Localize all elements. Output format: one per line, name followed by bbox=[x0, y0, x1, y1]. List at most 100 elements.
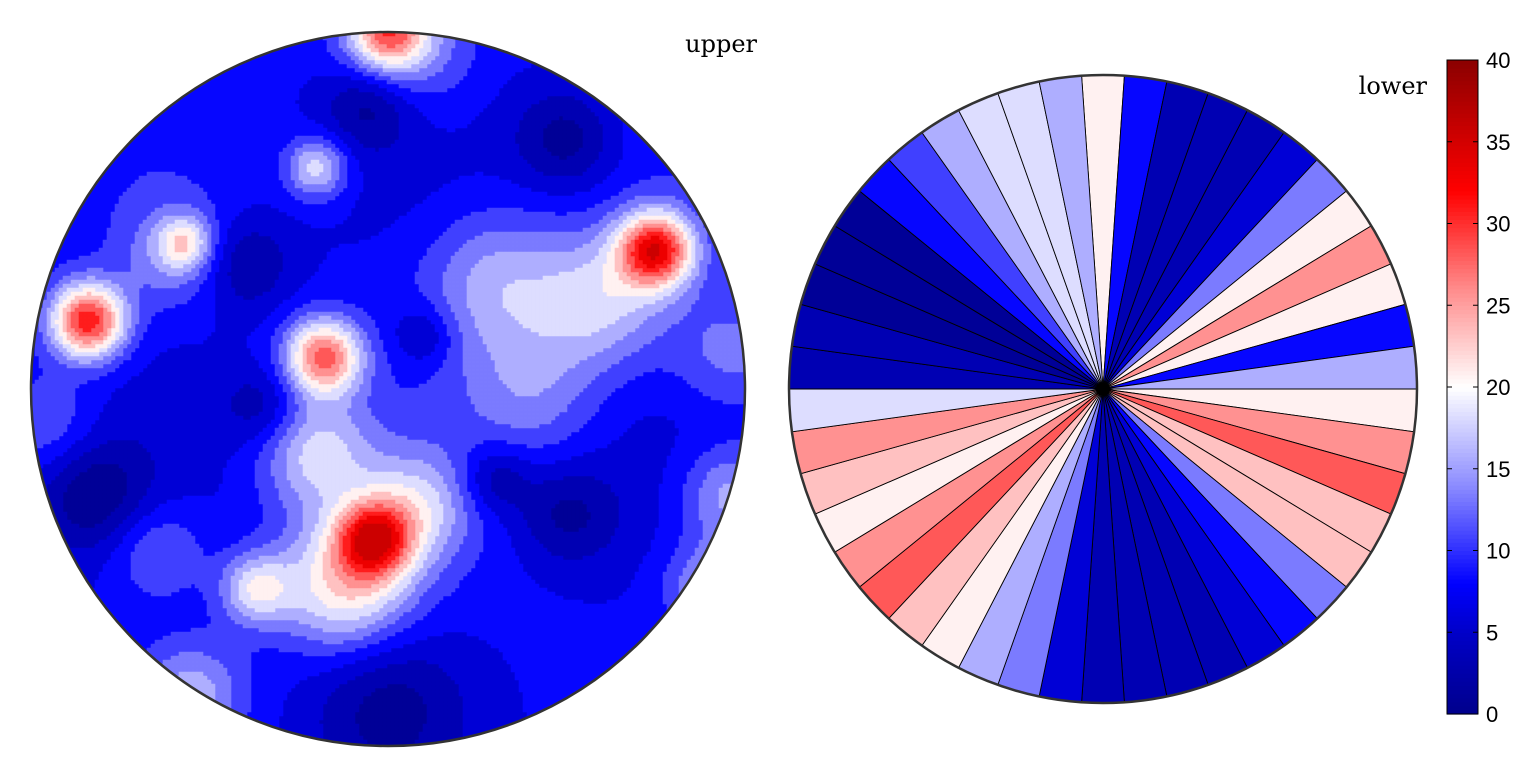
colorbar-segment bbox=[1447, 660, 1478, 666]
colorbar-segment bbox=[1447, 149, 1478, 155]
colorbar-segment bbox=[1447, 652, 1478, 658]
upper-panel-label: upper bbox=[685, 30, 757, 58]
colorbar-segment bbox=[1447, 170, 1478, 176]
colorbar-segment bbox=[1447, 648, 1478, 654]
colorbar-segment bbox=[1447, 550, 1478, 556]
colorbar-segment bbox=[1447, 239, 1478, 245]
colorbar-segment bbox=[1447, 182, 1478, 188]
colorbar-segment bbox=[1447, 186, 1478, 192]
colorbar-segment bbox=[1447, 399, 1478, 404]
colorbar-segment bbox=[1447, 129, 1478, 135]
colorbar-segment bbox=[1447, 215, 1478, 221]
colorbar-segment bbox=[1447, 636, 1478, 642]
colorbar-segment bbox=[1447, 305, 1478, 310]
colorbar-segment bbox=[1447, 374, 1478, 380]
colorbar-segment bbox=[1447, 501, 1478, 507]
colorbar-segment bbox=[1447, 664, 1478, 670]
colorbar-segment bbox=[1447, 227, 1478, 233]
colorbar-segment bbox=[1447, 677, 1478, 682]
colorbar-segment bbox=[1447, 68, 1478, 73]
colorbar-segment bbox=[1447, 444, 1478, 449]
colorbar-segment bbox=[1447, 337, 1478, 343]
colorbar-segment bbox=[1447, 84, 1478, 90]
upper-disc: upper bbox=[29, 30, 758, 748]
colorbar-segment bbox=[1447, 366, 1478, 372]
colorbar-segment bbox=[1447, 497, 1478, 503]
colorbar-segment bbox=[1447, 431, 1478, 437]
colorbar-segment bbox=[1447, 284, 1478, 290]
colorbar-segment bbox=[1447, 476, 1478, 482]
colorbar-segment bbox=[1447, 530, 1478, 535]
colorbar-segment bbox=[1447, 76, 1478, 82]
colorbar-segment bbox=[1447, 280, 1478, 286]
colorbar-segment bbox=[1447, 64, 1478, 69]
colorbar-segment bbox=[1447, 628, 1478, 633]
colorbar-segment bbox=[1447, 317, 1478, 323]
colorbar-segment bbox=[1447, 382, 1478, 388]
colorbar-tick-label: 20 bbox=[1486, 375, 1510, 400]
colorbar-segment bbox=[1447, 485, 1478, 490]
lower-disc-outline bbox=[787, 73, 1419, 705]
colorbar-segment bbox=[1447, 525, 1478, 531]
colorbar-segment bbox=[1447, 566, 1478, 572]
colorbar-segment bbox=[1447, 354, 1478, 359]
colorbar-segment bbox=[1447, 395, 1478, 400]
colorbar-segment bbox=[1447, 575, 1478, 580]
colorbar-segment bbox=[1447, 137, 1478, 143]
colorbar-segment bbox=[1447, 72, 1478, 77]
colorbar-segment bbox=[1447, 154, 1478, 159]
colorbar-segment bbox=[1447, 607, 1478, 613]
upper-contour-band bbox=[31, 32, 745, 725]
colorbar-segment bbox=[1447, 121, 1478, 126]
colorbar-segment bbox=[1447, 513, 1478, 519]
colorbar-segment bbox=[1447, 362, 1478, 368]
colorbar-segment bbox=[1447, 615, 1478, 621]
colorbar-segment bbox=[1447, 370, 1478, 376]
colorbar-segment bbox=[1447, 174, 1478, 180]
colorbar-segment bbox=[1447, 313, 1478, 319]
colorbar-segment bbox=[1447, 264, 1478, 270]
colorbar-tick-label: 35 bbox=[1486, 130, 1510, 155]
colorbar-segment bbox=[1447, 243, 1478, 249]
colorbar-segment bbox=[1447, 219, 1478, 225]
colorbar-segment bbox=[1447, 100, 1478, 106]
colorbar-segment bbox=[1447, 705, 1478, 711]
colorbar-segment bbox=[1447, 391, 1478, 396]
lower-sector bbox=[1080, 75, 1126, 390]
colorbar-segment bbox=[1447, 88, 1478, 94]
colorbar-segment bbox=[1447, 693, 1478, 699]
colorbar-segment bbox=[1447, 415, 1478, 421]
colorbar-segment bbox=[1447, 427, 1478, 433]
colorbar-segment bbox=[1447, 689, 1478, 695]
colorbar-segment bbox=[1447, 252, 1478, 257]
colorbar-tick-label: 30 bbox=[1486, 212, 1510, 237]
colorbar-segment bbox=[1447, 579, 1478, 584]
upper-contour-band bbox=[62, 107, 592, 746]
colorbar-segment bbox=[1447, 436, 1478, 441]
colorbar-segment bbox=[1447, 493, 1478, 498]
colorbar-segment bbox=[1447, 301, 1478, 306]
colorbar-segment bbox=[1447, 276, 1478, 282]
colorbar: 0 5 10 15 20 25 30 35 40 bbox=[1446, 48, 1510, 727]
colorbar-segment bbox=[1447, 419, 1478, 425]
colorbar-segment bbox=[1447, 325, 1478, 331]
colorbar-segment bbox=[1447, 701, 1478, 707]
colorbar-segment bbox=[1447, 288, 1478, 294]
colorbar-segment bbox=[1447, 656, 1478, 662]
colorbar-segment bbox=[1447, 685, 1478, 691]
colorbar-segment bbox=[1447, 309, 1478, 315]
colorbar-segment bbox=[1447, 472, 1478, 478]
colorbar-segment bbox=[1447, 235, 1478, 241]
colorbar-segment bbox=[1447, 378, 1478, 384]
colorbar-segment bbox=[1447, 440, 1478, 445]
colorbar-segment bbox=[1447, 158, 1478, 163]
colorbar-segment bbox=[1447, 558, 1478, 564]
colorbar-segment bbox=[1447, 411, 1478, 417]
colorbar-segment bbox=[1447, 456, 1478, 462]
colorbar-segment bbox=[1447, 190, 1478, 196]
colorbar-segment bbox=[1447, 562, 1478, 568]
colorbar-segment bbox=[1447, 452, 1478, 458]
colorbar-segment bbox=[1447, 92, 1478, 98]
colorbar-segment bbox=[1447, 60, 1478, 65]
colorbar-segment bbox=[1447, 509, 1478, 515]
